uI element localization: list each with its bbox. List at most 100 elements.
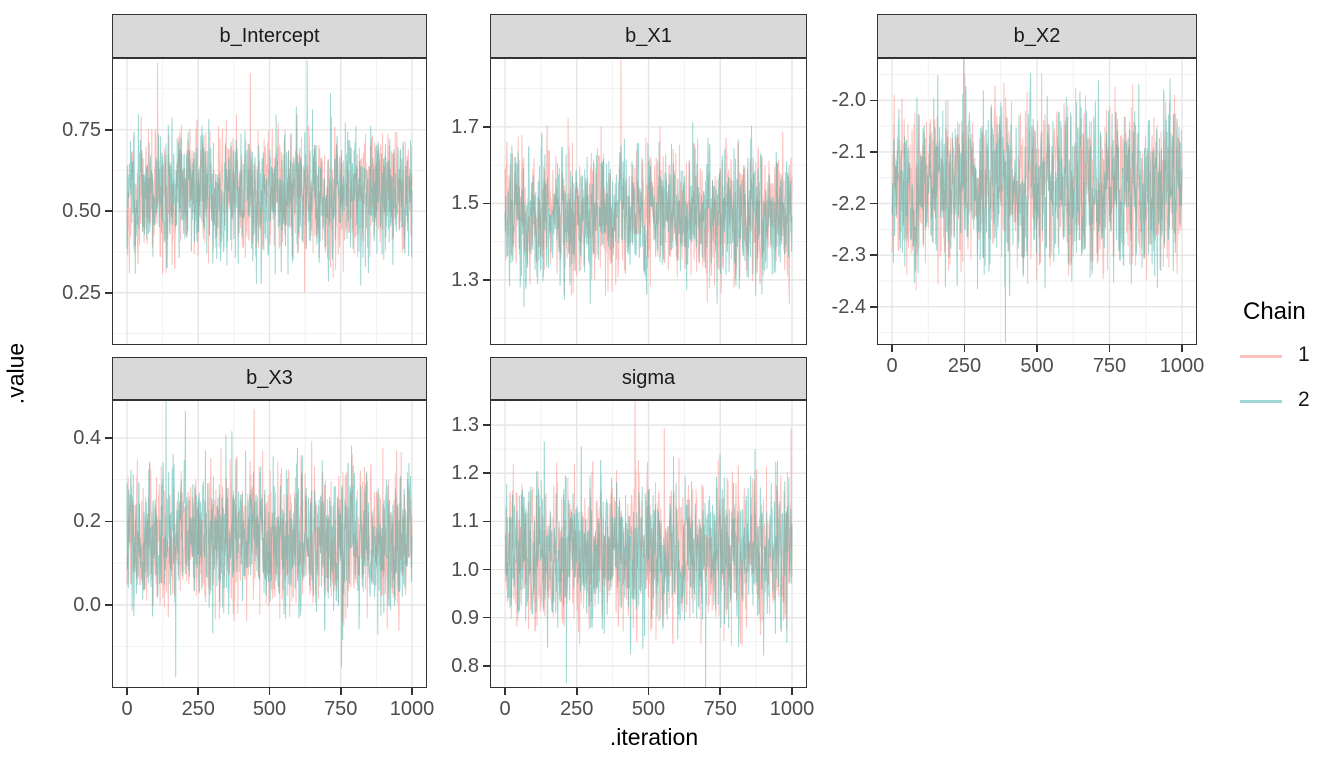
y-tick-label: 0.25: [62, 281, 101, 304]
y-tick-mark: [483, 279, 490, 281]
trace-canvas-b_X3: [112, 400, 427, 688]
y-tick-label: 0.75: [62, 118, 101, 141]
y-tick-mark: [105, 292, 112, 294]
trace-chain-1: [126, 62, 413, 293]
facet-strip-b_X3: b_X3: [112, 357, 427, 400]
x-tick-label: 750: [703, 698, 737, 720]
trace-canvas-b_X1: [490, 58, 807, 345]
facet-title: b_X3: [246, 367, 293, 389]
legend-title: Chain: [1243, 298, 1306, 325]
facet-panel-b_X2: [877, 58, 1197, 345]
y-tick-mark: [483, 126, 490, 128]
legend: Chain 1 2: [1232, 298, 1342, 416]
y-tick-label: 0.0: [73, 593, 101, 616]
y-tick-label: 0.50: [62, 200, 101, 223]
y-tick-label: -2.0: [831, 89, 866, 112]
trace-chain-1: [504, 400, 793, 646]
x-tick-label: 1000: [389, 698, 435, 720]
y-tick-label: 1.7: [451, 115, 479, 138]
y-tick-label: 1.3: [451, 268, 479, 291]
x-tick-label: 500: [1020, 355, 1054, 377]
x-tick-mark: [791, 688, 793, 695]
facet-title: sigma: [621, 367, 676, 389]
x-tick-mark: [1036, 345, 1038, 352]
y-tick-mark: [105, 437, 112, 439]
y-tick-label: -2.3: [831, 244, 866, 267]
facet-strip-b_X1: b_X1: [490, 14, 807, 58]
x-tick-mark: [197, 688, 200, 695]
trace-canvas-sigma: [490, 400, 807, 688]
x-tick-label: 250: [560, 698, 594, 720]
x-tick-label: 500: [631, 698, 666, 720]
y-tick-label: 0.4: [73, 426, 101, 449]
y-tick-mark: [870, 99, 877, 102]
x-tick-label: 750: [324, 698, 358, 720]
x-tick-mark: [504, 688, 506, 695]
facet-title: b_X1: [625, 24, 672, 47]
trace-chain-2: [504, 122, 793, 308]
y-tick-mark: [870, 254, 877, 256]
y-tick-label: 1.1: [451, 510, 479, 533]
x-axis-title: .iteration: [609, 724, 699, 750]
y-tick-label: 0.8: [451, 654, 479, 677]
x-tick-label: 250: [181, 698, 215, 720]
x-tick-label: 750: [1092, 355, 1127, 377]
y-tick-mark: [483, 424, 490, 426]
facet-panel-b_X1: [490, 58, 807, 345]
y-tick-label: 1.5: [451, 192, 479, 215]
y-tick-mark: [483, 568, 490, 571]
trace-canvas-b_Intercept: [112, 58, 427, 345]
x-tick-mark: [1181, 345, 1183, 352]
y-tick-mark: [105, 210, 112, 213]
y-tick-label: 1.3: [451, 414, 479, 437]
y-tick-mark: [483, 665, 490, 667]
y-tick-mark: [105, 128, 112, 131]
trace-chain-1: [891, 73, 1183, 291]
trace-chain-2: [504, 441, 793, 688]
y-tick-mark: [483, 520, 490, 523]
y-tick-mark: [483, 472, 490, 474]
x-tick-mark: [126, 688, 128, 695]
x-tick-mark: [268, 688, 271, 695]
chain-2-line-swatch: [1240, 400, 1282, 403]
y-tick-mark: [105, 520, 112, 523]
x-tick-label: 0: [499, 698, 511, 720]
y-tick-mark: [105, 604, 112, 606]
y-tick-label: -2.1: [831, 140, 866, 163]
y-tick-label: 0.2: [73, 510, 101, 533]
x-tick-mark: [963, 345, 966, 352]
facet-title: b_Intercept: [219, 24, 320, 47]
y-tick-label: -2.4: [831, 295, 866, 318]
facet-title: b_X2: [1013, 24, 1061, 47]
legend-label-chain-1: 1: [1298, 343, 1310, 366]
y-tick-mark: [483, 616, 490, 619]
x-tick-mark: [719, 688, 722, 695]
y-tick-mark: [870, 306, 877, 308]
x-tick-label: 500: [252, 698, 287, 720]
y-tick-label: 1.0: [451, 558, 479, 581]
y-tick-label: 1.2: [451, 462, 479, 485]
y-tick-mark: [483, 202, 490, 205]
x-tick-mark: [891, 345, 893, 352]
facet-panel-b_X3: [112, 400, 427, 688]
x-tick-mark: [411, 688, 413, 695]
x-tick-mark: [1108, 345, 1111, 352]
y-axis-title: .value: [2, 342, 29, 405]
y-tick-mark: [870, 202, 877, 205]
facet-panel-b_Intercept: [112, 58, 427, 345]
x-tick-label: 1000: [1159, 355, 1205, 377]
facet-strip-sigma: sigma: [490, 357, 807, 400]
x-tick-label: 250: [947, 355, 982, 377]
x-tick-label: 1000: [769, 698, 815, 720]
y-tick-label: 0.9: [451, 606, 479, 629]
trace-chain-2: [126, 400, 413, 678]
facet-panel-sigma: [490, 400, 807, 688]
legend-item-chain-2: 2: [1232, 386, 1342, 416]
facet-strip-b_X2: b_X2: [877, 14, 1197, 58]
x-tick-label: 0: [121, 698, 133, 720]
legend-item-chain-1: 1: [1232, 341, 1342, 371]
x-tick-mark: [575, 688, 578, 695]
y-tick-label: -2.2: [831, 192, 866, 215]
chain-1-line-swatch: [1240, 355, 1282, 358]
